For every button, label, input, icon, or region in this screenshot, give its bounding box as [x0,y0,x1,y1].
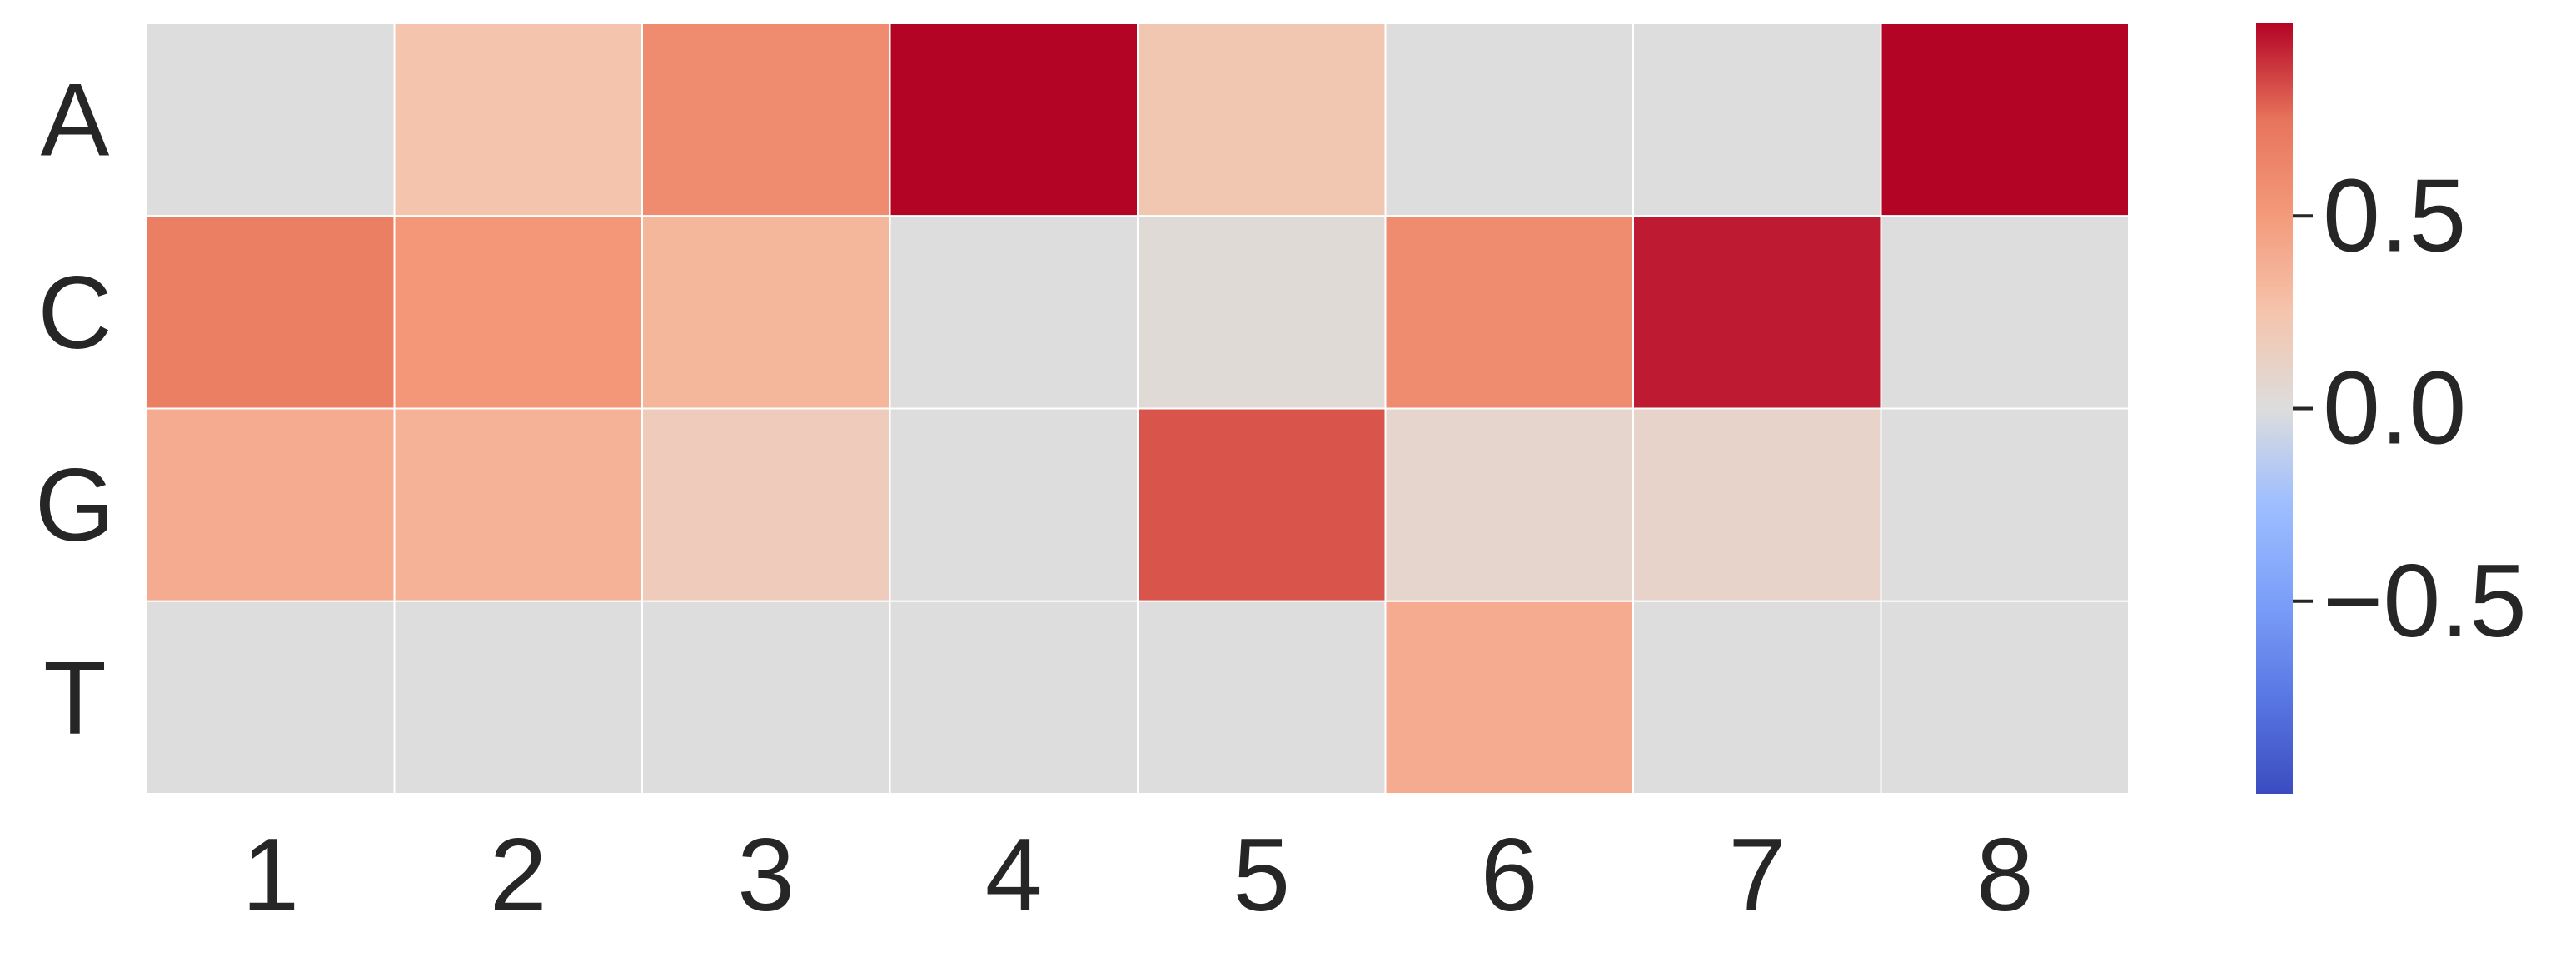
heatmap-cells [146,22,2130,795]
colorbar-ticks: −0.5 0.0 0.5 [2293,158,2527,659]
colorbar-gradient [2256,23,2293,794]
y-tick-label-A: A [41,63,110,178]
heatmap-cell-C-1 [146,215,396,410]
heatmap-cell-A-6 [1384,22,1634,217]
heatmap-cell-C-3 [641,215,891,410]
heatmap-cell-G-8 [1880,407,2130,602]
x-tick-label-2: 2 [490,818,547,933]
heatmap-cell-T-2 [393,600,643,795]
heatmap-cell-C-8 [1880,215,2130,410]
heatmap-cell-A-8 [1880,22,2130,217]
heatmap-cell-G-1 [146,407,396,602]
heatmap-cell-T-5 [1137,600,1387,795]
x-tick-label-8: 8 [1976,818,2034,933]
colorbar-tick-label: −0.5 [2323,544,2527,659]
x-tick-label-5: 5 [1233,818,1290,933]
heatmap-cell-T-3 [641,600,891,795]
heatmap-cell-A-7 [1632,22,1882,217]
heatmap-cell-G-7 [1632,407,1882,602]
heatmap-cell-T-1 [146,600,396,795]
x-tick-label-3: 3 [737,818,795,933]
x-tick-label-4: 4 [985,818,1043,933]
heatmap-cell-G-3 [641,407,891,602]
y-tick-label-C: C [37,256,112,371]
heatmap-cell-G-5 [1137,407,1387,602]
heatmap-cell-G-4 [889,407,1139,602]
x-axis-tick-labels: 1 2 3 4 5 6 7 8 [242,818,2033,933]
x-tick-label-1: 1 [242,818,299,933]
heatmap-cell-A-5 [1137,22,1387,217]
heatmap-cell-C-4 [889,215,1139,410]
heatmap-cell-C-2 [393,215,643,410]
colorbar-tick-label: 0.5 [2323,158,2466,273]
heatmap-cell-T-6 [1384,600,1634,795]
heatmap-cell-T-8 [1880,600,2130,795]
heatmap-cell-C-6 [1384,215,1634,410]
y-tick-label-G: G [35,448,115,563]
heatmap-cell-A-4 [889,22,1139,217]
colorbar [2256,23,2293,794]
heatmap-cell-T-4 [889,600,1139,795]
x-tick-label-7: 7 [1728,818,1786,933]
heatmap-cell-T-7 [1632,600,1882,795]
heatmap-cell-A-3 [641,22,891,217]
heatmap-cell-G-6 [1384,407,1634,602]
x-tick-label-6: 6 [1481,818,1538,933]
heatmap-cell-G-2 [393,407,643,602]
heatmap-cell-C-5 [1137,215,1387,410]
colorbar-tick-label: 0.0 [2323,351,2466,466]
heatmap-cell-C-7 [1632,215,1882,410]
heatmap-cell-A-2 [393,22,643,217]
heatmap-cell-A-1 [146,22,396,217]
y-tick-label-T: T [43,640,107,755]
